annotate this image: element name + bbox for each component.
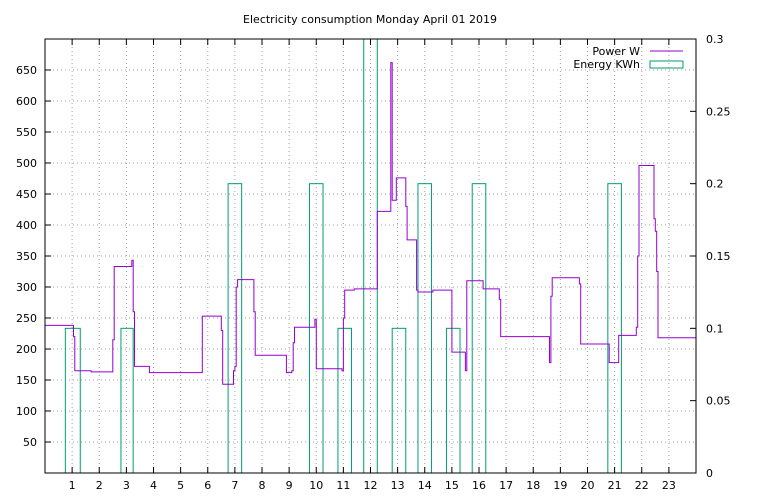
x-tick-label: 20: [581, 479, 595, 492]
energy-bar: [391, 327, 407, 474]
legend-swatch-energy: [649, 60, 684, 69]
y2-tick-label: 0.2: [706, 178, 724, 191]
y-tick-label: 200: [16, 343, 37, 356]
x-tick-label: 14: [418, 479, 432, 492]
power-series: [45, 62, 696, 385]
y-tick-label: 50: [23, 436, 37, 449]
y-tick-label: 550: [16, 126, 37, 139]
x-tick-label: 17: [499, 479, 513, 492]
x-tick-label: 5: [177, 479, 184, 492]
y2-tick-label: 0: [706, 467, 713, 480]
y-tick-label: 650: [16, 64, 37, 77]
x-tick-label: 7: [231, 479, 238, 492]
y2-tick-label: 0.25: [706, 105, 731, 118]
power-line: [45, 62, 696, 385]
x-tick-label: 3: [123, 479, 130, 492]
x-tick-label: 10: [309, 479, 323, 492]
y-tick-label: 150: [16, 374, 37, 387]
x-tick-label: 1: [69, 479, 76, 492]
y2-axis: 0 0.05 0.1 0.15 0.2 0.25 0.3: [690, 33, 731, 480]
x-tick-label: 6: [204, 479, 211, 492]
x-tick-label: 11: [336, 479, 350, 492]
y2-tick-label: 0.3: [706, 33, 724, 46]
energy-bar: [120, 327, 134, 474]
x-tick-label: 15: [445, 479, 459, 492]
y2-tick-label: 0.1: [706, 322, 724, 335]
y-axis: 50 100 150 200 250 300 350 400 450 500 550 600 650: [16, 64, 51, 449]
chart-title: Electricity consumption Monday April 01 …: [243, 13, 497, 26]
energy-bar: [64, 327, 81, 474]
x-tick-label: 18: [526, 479, 540, 492]
x-tick-label: 9: [286, 479, 293, 492]
legend: Power W Energy KWh: [573, 45, 684, 71]
energy-bar: [445, 327, 461, 474]
x-tick-label: 4: [150, 479, 157, 492]
y-tick-label: 400: [16, 219, 37, 232]
y2-tick-label: 0.05: [706, 395, 731, 408]
x-tick-label: 8: [259, 479, 266, 492]
y-tick-label: 600: [16, 95, 37, 108]
y-tick-label: 250: [16, 312, 37, 325]
legend-label-power: Power W: [592, 45, 640, 58]
y-tick-label: 350: [16, 250, 37, 263]
x-tick-label: 23: [662, 479, 676, 492]
legend-label-energy: Energy KWh: [573, 58, 640, 71]
x-tick-label: 13: [391, 479, 405, 492]
y-tick-label: 500: [16, 157, 37, 170]
x-tick-label: 21: [608, 479, 622, 492]
y-tick-label: 100: [16, 405, 37, 418]
x-axis: 1 2 3 4 5 6 7 8 9 10 11 12 13 14 15 16 17 18 19 20 21 22 23: [69, 39, 676, 492]
y-tick-label: 450: [16, 188, 37, 201]
x-tick-label: 22: [635, 479, 649, 492]
y2-tick-label: 0.15: [706, 250, 731, 263]
x-tick-label: 2: [96, 479, 103, 492]
energy-bar: [337, 327, 353, 474]
x-tick-label: 19: [553, 479, 567, 492]
x-tick-label: 12: [364, 479, 378, 492]
x-tick-label: 16: [472, 479, 486, 492]
y-tick-label: 300: [16, 281, 37, 294]
grid: [45, 39, 696, 473]
